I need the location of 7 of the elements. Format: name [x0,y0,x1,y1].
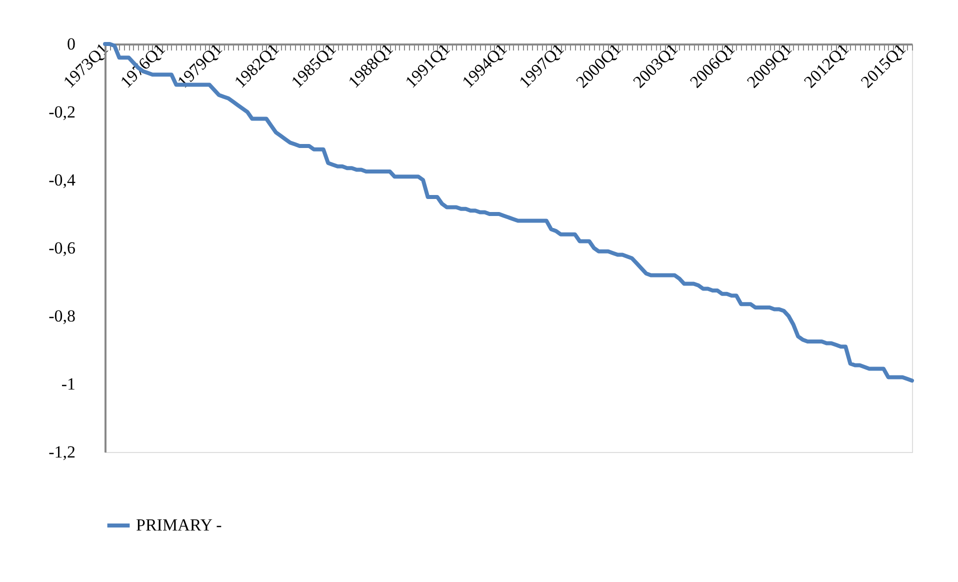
y-tick-label: -0,6 [48,238,76,258]
y-tick-label: -0,8 [48,306,76,326]
legend-label: PRIMARY - [136,516,222,534]
y-tick-label: -0,4 [48,170,76,190]
y-tick-label: -1 [61,374,76,394]
y-tick-label: -1,2 [48,442,76,462]
y-tick-label: -0,2 [48,102,76,122]
